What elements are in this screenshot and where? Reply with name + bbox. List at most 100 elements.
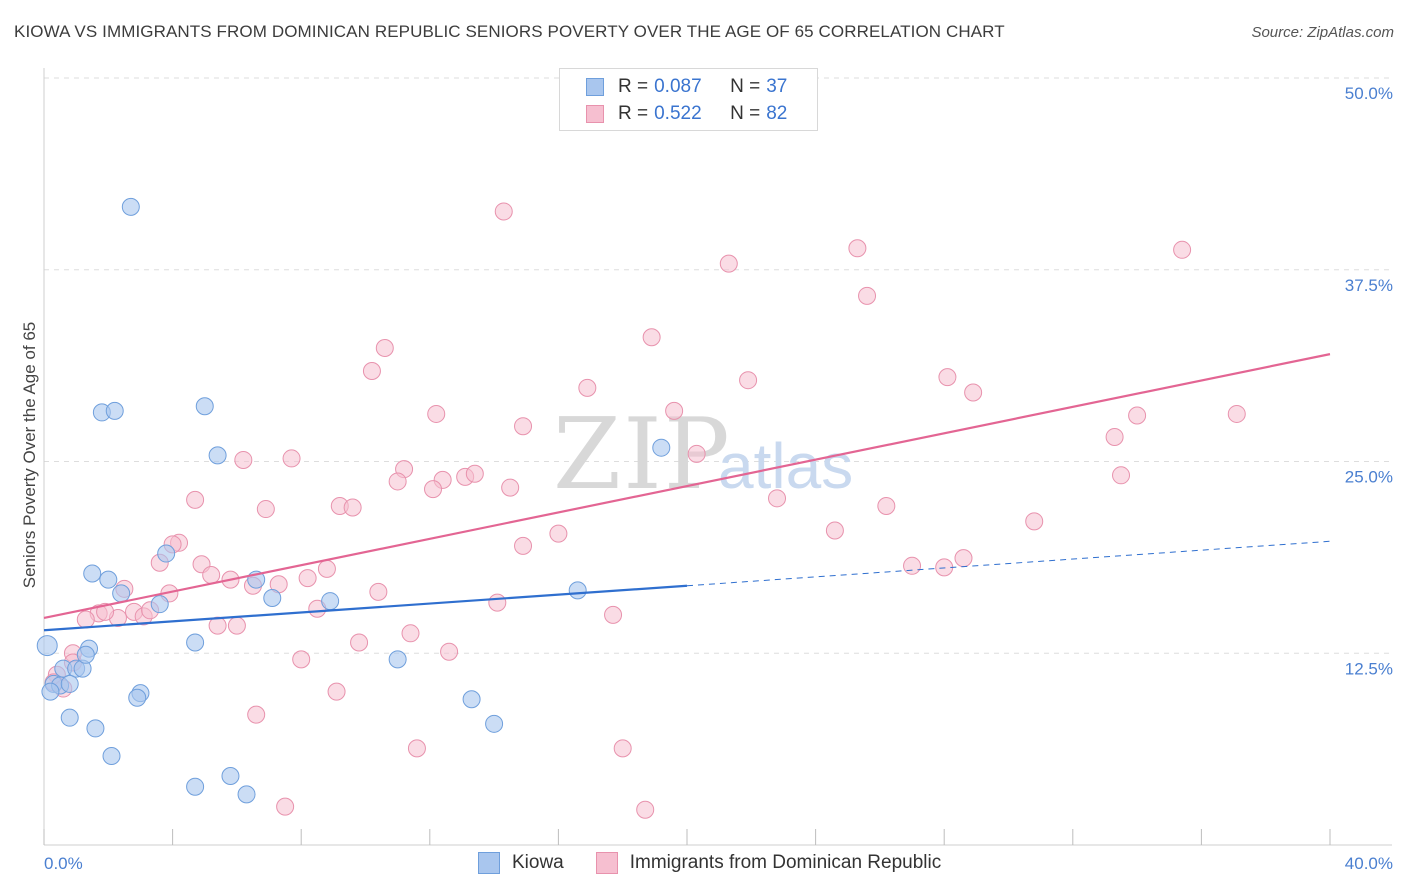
dominican-point	[317, 559, 336, 578]
kiowa-point	[186, 633, 205, 652]
kiowa-point	[76, 645, 95, 664]
kiowa-point	[195, 397, 214, 416]
dominican-point	[1025, 512, 1044, 531]
dominican-point	[407, 739, 426, 758]
legend-row-kiowa: R = 0.087 N = 37	[586, 75, 787, 99]
tick-labels: 12.5% 25.0% 37.5% 50.0% 0.0% 40.0%	[44, 84, 1393, 873]
dominican-point	[719, 254, 738, 273]
kiowa-point	[60, 674, 79, 693]
dominican-point	[954, 549, 973, 568]
dominican-point	[362, 361, 381, 380]
legend-item-kiowa: Kiowa	[478, 852, 564, 874]
grid-lines	[44, 77, 1392, 654]
kiowa-trend-line	[43, 584, 688, 632]
dominican-point	[768, 489, 787, 508]
kiowa-point	[112, 584, 131, 603]
y-tick-label: 12.5%	[1345, 659, 1393, 678]
legend-r-label: R =	[618, 76, 649, 97]
correlation-legend: R = 0.087 N = 37 R = 0.522 N = 82	[559, 68, 818, 131]
dominican-point	[76, 610, 95, 629]
dominican-swatch	[586, 105, 604, 123]
kiowa-point	[83, 564, 102, 583]
y-axis-label: Seniors Poverty Over the Age of 65	[20, 322, 39, 588]
dominican-point	[903, 556, 922, 575]
dominican-point	[501, 478, 520, 497]
legend-item-dominican: Immigrants from Dominican Republic	[595, 852, 941, 874]
kiowa-point	[485, 714, 504, 733]
dominican-point	[343, 498, 362, 517]
kiowa-point	[388, 650, 407, 669]
kiowa-point	[321, 592, 340, 611]
dominican-point	[578, 378, 597, 397]
dominican-point	[938, 368, 957, 387]
dominican-point	[1112, 466, 1131, 485]
dominican-point	[613, 739, 632, 758]
legend-r-label: R =	[618, 103, 649, 124]
kiowa-point	[186, 777, 205, 796]
dominican-point	[877, 496, 896, 515]
kiowa-points	[36, 197, 671, 804]
dominican-point	[964, 383, 983, 402]
kiowa-point	[237, 785, 256, 804]
kiowa-point	[105, 401, 124, 420]
dominican-point	[282, 449, 301, 468]
dominican-point	[739, 371, 758, 390]
legend-row-dominican: R = 0.522 N = 82	[586, 102, 787, 126]
dominican-point	[514, 417, 533, 436]
kiowa-point	[462, 690, 481, 709]
dominican-point	[488, 593, 507, 612]
dominican-point	[1105, 427, 1124, 446]
dominican-point	[202, 566, 221, 585]
dominican-point	[401, 624, 420, 643]
axes	[43, 68, 1392, 846]
dominican-point	[96, 602, 115, 621]
kiowa-point	[36, 635, 58, 657]
kiowa-point	[86, 719, 105, 738]
kiowa-trend-extension	[686, 540, 1331, 587]
kiowa-point	[263, 589, 282, 608]
kiowa-legend-swatch	[478, 852, 500, 874]
dominican-legend-swatch	[595, 852, 618, 874]
dominican-point	[514, 536, 533, 555]
series-legend: Kiowa Immigrants from Dominican Republic	[478, 852, 973, 874]
dominican-point	[327, 682, 346, 701]
dominican-point	[375, 338, 394, 357]
dominican-point	[1128, 406, 1147, 425]
dominican-point	[350, 633, 369, 652]
kiowa-n-value: 37	[766, 76, 788, 97]
x-tick-label: 0.0%	[44, 854, 83, 873]
dominican-n-value: 82	[766, 103, 788, 124]
source-label: Source: ZipAtlas.com	[1251, 24, 1394, 41]
kiowa-point	[102, 747, 121, 766]
kiowa-point	[157, 544, 176, 563]
kiowa-legend-label: Kiowa	[512, 852, 564, 873]
dominican-point	[440, 642, 459, 661]
dominican-point	[369, 582, 388, 601]
dominican-point	[247, 705, 266, 724]
dominican-point	[604, 605, 623, 624]
legend-n-label: N =	[730, 103, 761, 124]
dominican-trend-line	[43, 353, 1331, 620]
kiowa-point	[150, 595, 169, 614]
dominican-point	[494, 202, 513, 221]
kiowa-point	[208, 446, 227, 465]
dominican-point	[549, 524, 568, 543]
dominican-point	[1227, 404, 1246, 423]
kiowa-point	[652, 438, 671, 457]
kiowa-r-value: 0.087	[654, 76, 702, 97]
kiowa-point	[121, 197, 140, 216]
dominican-point	[298, 569, 317, 588]
watermark: ZIP atlas	[553, 398, 853, 512]
chart-title: KIOWA VS IMMIGRANTS FROM DOMINICAN REPUB…	[14, 22, 1005, 41]
kiowa-point	[568, 581, 587, 600]
dominican-point	[848, 239, 867, 258]
kiowa-point	[221, 766, 240, 785]
dominican-point	[935, 558, 954, 577]
dominican-point	[424, 480, 443, 499]
dominican-point	[234, 450, 253, 469]
trend-lines	[43, 353, 1331, 632]
dominican-point	[1173, 240, 1192, 259]
dominican-point	[858, 286, 877, 305]
dominican-point	[256, 500, 275, 519]
